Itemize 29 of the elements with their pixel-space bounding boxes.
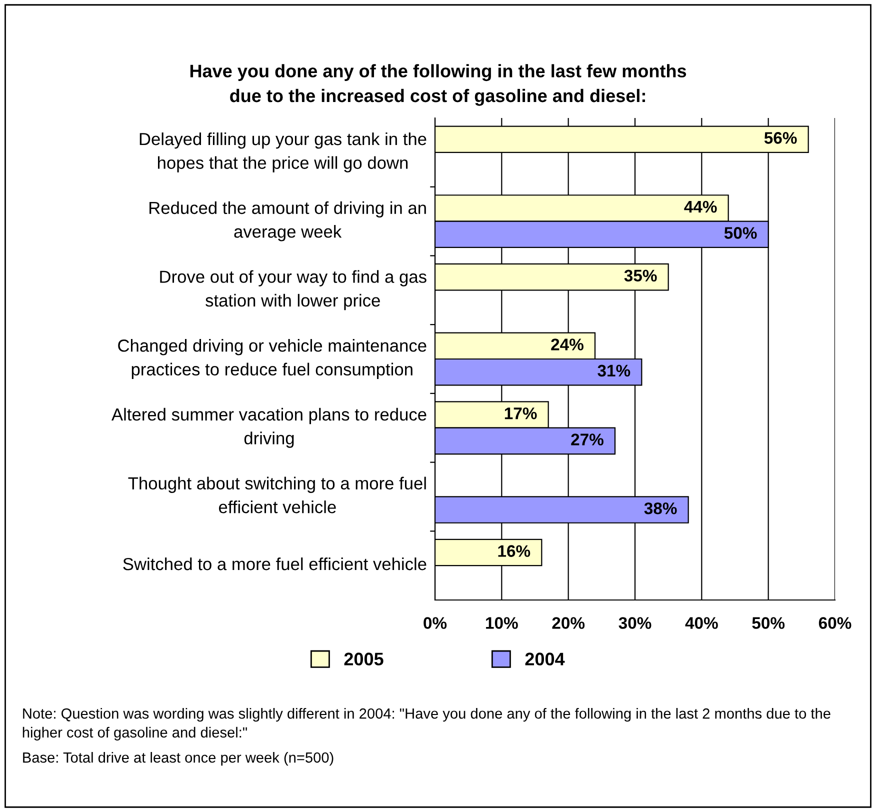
x-tick-label: 60% <box>818 617 852 629</box>
legend-label: 2004 <box>525 652 565 666</box>
x-tick-label: 0% <box>424 617 447 629</box>
y-tick-label: Changed driving or vehicle maintenance practices to reduce fuel consumption <box>118 339 426 379</box>
data-label: 27% <box>571 434 604 446</box>
y-tick-label: Reduced the amount of driving in an average week <box>150 201 426 242</box>
y-tick-label: Delayed filling up your gas tank in the hopes that the price will go down <box>140 132 426 172</box>
x-tick-label: 50% <box>752 617 785 629</box>
data-label: 44% <box>684 200 717 213</box>
data-label: 31% <box>598 364 630 377</box>
x-tick-label: 30% <box>618 617 652 629</box>
data-label: 24% <box>551 338 584 350</box>
text: Note: Question was wording was slightly different in 2004: "Have you done any of the following in the last 2 months due to the higher cost of gasoline and diesel:" <box>22 708 830 740</box>
chart-title: Have you done any of the following in the last few months due to the increased cost of gasoline and diesel: <box>190 64 686 106</box>
x-tick-label: 20% <box>552 617 585 629</box>
data-label: 38% <box>644 502 677 514</box>
data-label: 16% <box>498 545 530 557</box>
data-label: 35% <box>624 270 657 282</box>
y-tick-label: Switched to a more fuel efficient vehicle <box>123 557 426 570</box>
y-tick-label: Altered summer vacation plans to reduce driving <box>112 408 426 448</box>
y-tick-label: Thought about switching to a more fuel efficient vehicle <box>128 476 426 514</box>
text: Base: Total drive at least once per week (n=500) <box>23 752 334 766</box>
x-tick-label: 10% <box>486 617 518 629</box>
legend-label: 2005 <box>344 652 384 666</box>
y-tick-label: Drove out of your way to find a gas station with lower price <box>160 270 426 310</box>
x-tick-label: 40% <box>685 617 718 629</box>
data-label: 56% <box>764 132 797 144</box>
data-label: 50% <box>724 227 757 239</box>
data-label: 17% <box>504 407 537 420</box>
